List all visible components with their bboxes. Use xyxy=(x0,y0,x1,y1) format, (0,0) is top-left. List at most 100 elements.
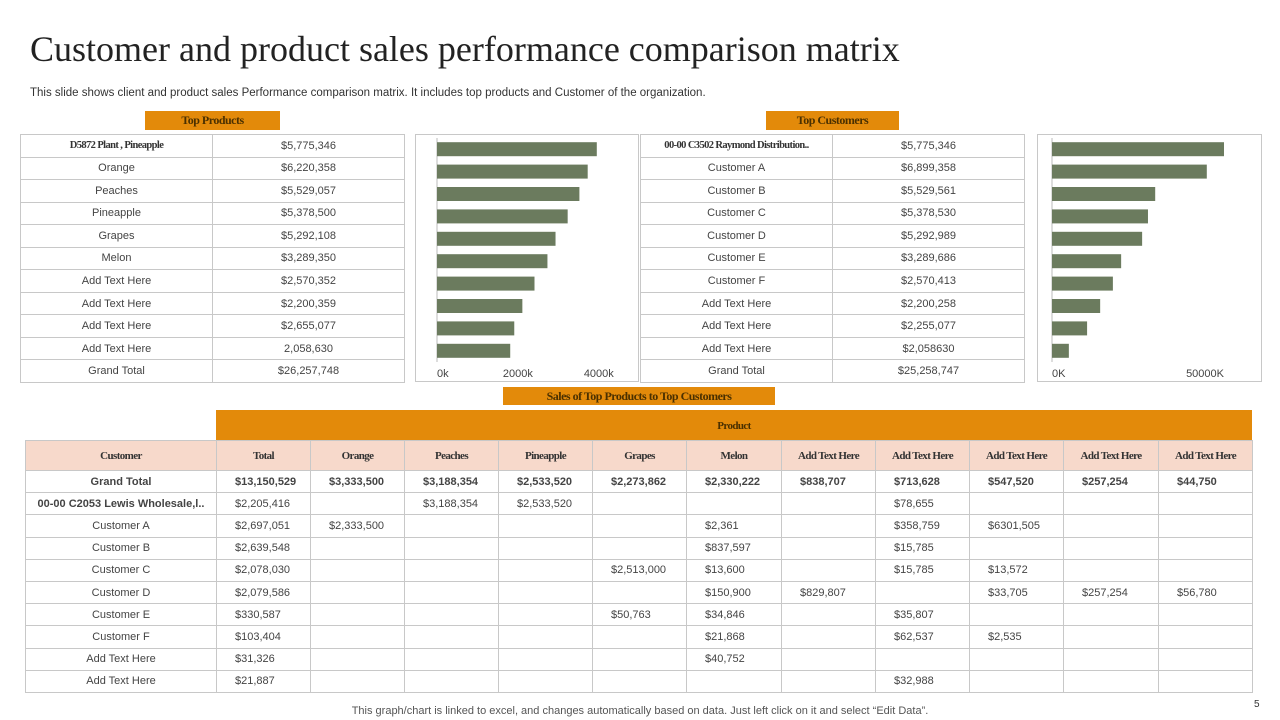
matrix-cell: $713,628 xyxy=(875,470,970,494)
matrix-cell: $13,150,529 xyxy=(216,470,311,494)
matrix-cell xyxy=(1158,603,1253,627)
bar xyxy=(1052,231,1143,246)
matrix-cell: $56,780 xyxy=(1158,581,1253,605)
matrix-cell: Customer A xyxy=(25,514,217,538)
matrix-cell: $3,333,500 xyxy=(310,470,405,494)
matrix-cell: $103,404 xyxy=(216,625,311,649)
matrix-cell: $2,205,416 xyxy=(216,492,311,516)
table-cell: Customer D xyxy=(640,224,833,248)
matrix-cell xyxy=(969,669,1064,693)
matrix-cell: $44,750 xyxy=(1158,470,1253,494)
matrix-cell: $21,887 xyxy=(216,669,311,693)
matrix-cell xyxy=(404,669,499,693)
matrix-cell: $2,078,030 xyxy=(216,558,311,582)
column-header: Customer xyxy=(25,440,217,471)
bar-chart: 0K 50000K xyxy=(1037,134,1262,382)
bar xyxy=(1052,321,1088,336)
title: Customer and product sales performance c… xyxy=(30,29,900,69)
matrix-cell xyxy=(969,603,1064,627)
table-cell: Customer E xyxy=(640,246,833,271)
matrix-cell: $35,807 xyxy=(875,603,970,627)
bar xyxy=(437,187,580,201)
matrix-cell: $2,079,586 xyxy=(216,581,311,605)
x-tick-label: 50000K xyxy=(1186,368,1225,380)
table-cell: $5,292,989 xyxy=(832,224,1025,248)
matrix-cell xyxy=(1158,536,1253,560)
matrix-cell xyxy=(592,625,687,649)
bar-chart: 0k 2000k 4000k xyxy=(415,134,639,382)
matrix-cell xyxy=(592,536,687,560)
matrix-cell: $13,572 xyxy=(969,558,1064,582)
table-cell: Add Text Here xyxy=(640,291,833,316)
matrix-group-header: Product xyxy=(216,410,1252,441)
footer-note: This graph/chart is linked to excel, and… xyxy=(351,705,929,717)
table-cell: $2,200,359 xyxy=(212,291,405,316)
table-cell: $3,289,686 xyxy=(832,246,1025,271)
bar xyxy=(437,142,597,157)
matrix-cell: $358,759 xyxy=(875,514,970,538)
section-tag: Top Customers xyxy=(766,111,899,130)
matrix-cell: $15,785 xyxy=(875,558,970,582)
column-header: Peaches xyxy=(404,440,499,471)
bar xyxy=(437,209,568,224)
table-cell: $5,529,057 xyxy=(212,179,405,203)
bar xyxy=(1052,142,1224,157)
table-cell: $2,570,413 xyxy=(832,269,1025,293)
matrix-cell xyxy=(781,492,876,516)
matrix-cell xyxy=(310,603,405,627)
page-number: 5 xyxy=(1254,699,1260,710)
table-cell: Orange xyxy=(20,156,213,181)
table-cell: Add Text Here xyxy=(20,336,213,361)
matrix-cell xyxy=(1063,625,1159,649)
bar xyxy=(437,164,588,179)
matrix-cell xyxy=(781,603,876,627)
matrix-cell xyxy=(498,669,593,693)
table-cell: $3,289,350 xyxy=(212,246,405,271)
matrix-cell: $21,868 xyxy=(686,625,782,649)
matrix-cell xyxy=(1063,558,1159,582)
matrix-cell xyxy=(1063,514,1159,538)
matrix-cell xyxy=(1063,647,1159,671)
matrix-cell xyxy=(404,603,499,627)
x-tick-label: 0k xyxy=(437,368,449,380)
matrix-cell: 00-00 C2053 Lewis Wholesale,l.. xyxy=(25,492,217,516)
column-header: Pineapple xyxy=(498,440,593,471)
matrix-cell xyxy=(498,647,593,671)
matrix-cell: Customer D xyxy=(25,581,217,605)
matrix-cell: $829,807 xyxy=(781,581,876,605)
matrix-cell xyxy=(686,492,782,516)
table-cell: Add Text Here xyxy=(20,291,213,316)
matrix-cell: $2,361 xyxy=(686,514,782,538)
table-cell: Add Text Here xyxy=(20,314,213,338)
matrix-cell xyxy=(781,669,876,693)
column-header: Grapes xyxy=(592,440,687,471)
table-cell: Add Text Here xyxy=(20,269,213,293)
column-header: Add Text Here xyxy=(969,440,1064,471)
table-cell: Customer A xyxy=(640,156,833,181)
matrix-cell xyxy=(1063,536,1159,560)
matrix-cell xyxy=(498,581,593,605)
table-cell: $5,529,561 xyxy=(832,179,1025,203)
matrix-cell xyxy=(1158,558,1253,582)
table-cell: 2,058,630 xyxy=(212,336,405,361)
matrix-cell xyxy=(1063,669,1159,693)
bar xyxy=(437,343,511,358)
matrix-cell: $62,537 xyxy=(875,625,970,649)
table-cell: Peaches xyxy=(20,179,213,203)
table-cell: Add Text Here xyxy=(640,336,833,361)
matrix-cell: $838,707 xyxy=(781,470,876,494)
column-header: Orange xyxy=(310,440,405,471)
matrix-cell: $2,639,548 xyxy=(216,536,311,560)
matrix-cell xyxy=(1158,514,1253,538)
matrix-cell: $837,597 xyxy=(686,536,782,560)
bar xyxy=(1052,276,1113,291)
matrix-cell: $2,697,051 xyxy=(216,514,311,538)
matrix-cell: Customer B xyxy=(25,536,217,560)
table-cell: $2,200,258 xyxy=(832,291,1025,316)
matrix-cell xyxy=(686,669,782,693)
matrix-cell xyxy=(875,581,970,605)
section-tag: Sales of Top Products to Top Customers xyxy=(503,387,775,405)
matrix-cell: $50,763 xyxy=(592,603,687,627)
matrix-cell xyxy=(781,647,876,671)
